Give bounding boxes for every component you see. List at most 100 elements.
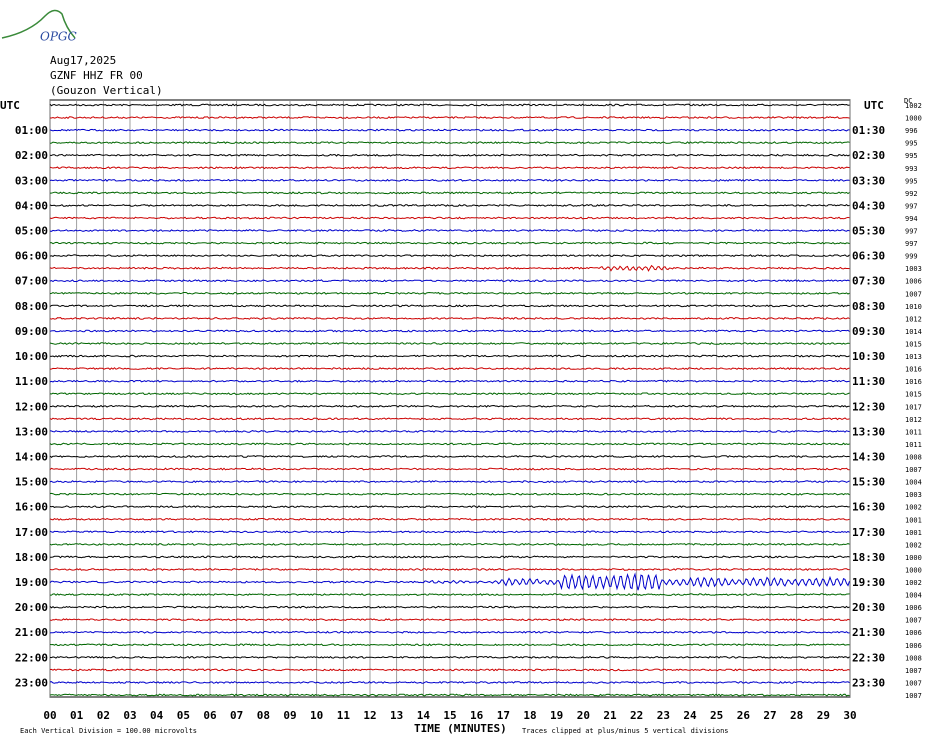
left-time-label: 06:00 — [15, 250, 48, 263]
logo: OPGC — [40, 30, 77, 44]
right-time-label: 09:30 — [852, 325, 885, 338]
dc-value: 992 — [905, 190, 918, 198]
right-time-label: 02:30 — [852, 149, 885, 162]
footer-left: Each Vertical Division = 100.00 microvol… — [20, 727, 197, 735]
trace — [49, 655, 850, 659]
right-time-label: 23:30 — [852, 676, 885, 689]
right-time-label: 18:30 — [852, 551, 885, 564]
trace — [49, 316, 850, 320]
x-tick-label: 11 — [337, 709, 351, 722]
dc-value: 1012 — [905, 315, 922, 323]
trace — [49, 229, 850, 232]
trace — [49, 630, 850, 634]
right-time-label: 13:30 — [852, 425, 885, 438]
dc-value: 1006 — [905, 642, 922, 650]
x-tick-label: 21 — [603, 709, 617, 722]
trace — [49, 455, 850, 458]
trace — [49, 141, 850, 145]
x-tick-label: 00 — [43, 709, 56, 722]
left-time-label: 16:00 — [15, 501, 48, 514]
utc-right: UTC — [864, 99, 884, 112]
x-tick-label: 18 — [523, 709, 536, 722]
trace — [49, 241, 850, 245]
trace — [49, 480, 850, 484]
right-time-label: 20:30 — [852, 601, 885, 614]
dc-value: 995 — [905, 177, 918, 185]
x-tick-label: 12 — [363, 709, 376, 722]
left-time-label: 04:00 — [15, 199, 48, 212]
dc-value: 1016 — [905, 366, 922, 374]
trace — [49, 342, 850, 345]
x-tick-label: 08 — [257, 709, 270, 722]
x-tick-label: 16 — [470, 709, 484, 722]
right-time-label: 11:30 — [852, 375, 885, 388]
dc-value: 1007 — [905, 617, 922, 625]
trace — [49, 530, 850, 534]
dc-value: 1006 — [905, 278, 922, 286]
dc-value: 997 — [905, 202, 918, 210]
right-time-label: 04:30 — [852, 199, 885, 212]
trace — [49, 693, 850, 697]
dc-value: 994 — [905, 215, 918, 223]
right-time-label: 19:30 — [852, 576, 885, 589]
trace — [49, 429, 850, 433]
right-time-label: 05:30 — [852, 225, 885, 238]
trace — [49, 128, 850, 132]
x-tick-label: 24 — [683, 709, 697, 722]
x-tick-label: 06 — [203, 709, 217, 722]
trace — [49, 417, 850, 421]
x-tick-label: 04 — [150, 709, 164, 722]
left-time-label: 12:00 — [15, 400, 48, 413]
left-time-label: 05:00 — [15, 225, 48, 238]
dc-header: DC — [904, 97, 912, 105]
x-tick-label: 09 — [283, 709, 296, 722]
trace — [49, 572, 850, 591]
dc-value: 1011 — [905, 428, 922, 436]
trace — [49, 329, 850, 333]
right-time-label: 17:30 — [852, 526, 885, 539]
dc-value: 1017 — [905, 403, 922, 411]
left-time-label: 23:00 — [15, 676, 48, 689]
dc-value: 1002 — [905, 102, 922, 110]
trace — [50, 555, 850, 559]
trace — [49, 505, 850, 509]
logo-arc — [1, 9, 76, 39]
location: (Gouzon Vertical) — [50, 84, 163, 97]
dc-value: 1015 — [905, 341, 922, 349]
dc-value: 1000 — [905, 554, 922, 562]
right-time-label: 07:30 — [852, 275, 885, 288]
utc-left: UTC — [0, 99, 20, 112]
trace — [49, 680, 850, 684]
left-time-label: 08:00 — [15, 300, 48, 313]
trace — [49, 279, 850, 283]
dc-value: 995 — [905, 140, 918, 148]
trace — [49, 467, 850, 471]
x-tick-label: 02 — [97, 709, 110, 722]
right-time-label: 01:30 — [852, 124, 885, 137]
left-time-label: 01:00 — [15, 124, 48, 137]
trace — [49, 103, 850, 107]
left-time-label: 10:00 — [15, 350, 48, 363]
trace — [49, 605, 850, 609]
trace — [49, 542, 850, 546]
x-tick-label: 10 — [310, 709, 323, 722]
x-tick-label: 14 — [417, 709, 431, 722]
left-time-label: 15:00 — [15, 476, 48, 489]
x-tick-label: 07 — [230, 709, 243, 722]
dc-value: 997 — [905, 240, 918, 248]
trace — [49, 304, 850, 308]
dc-value: 996 — [905, 127, 918, 135]
dc-value: 1007 — [905, 290, 922, 298]
dc-value: 1002 — [905, 579, 922, 587]
dc-value: 1006 — [905, 604, 922, 612]
x-tick-label: 01 — [70, 709, 84, 722]
trace — [49, 254, 850, 258]
right-time-label: 16:30 — [852, 501, 885, 514]
trace — [49, 291, 850, 295]
x-tick-label: 28 — [790, 709, 803, 722]
dc-value: 1002 — [905, 541, 922, 549]
dc-value: 1004 — [905, 479, 922, 487]
dc-value: 1001 — [905, 516, 922, 524]
x-tick-label: 17 — [497, 709, 510, 722]
dc-value: 1007 — [905, 692, 922, 700]
